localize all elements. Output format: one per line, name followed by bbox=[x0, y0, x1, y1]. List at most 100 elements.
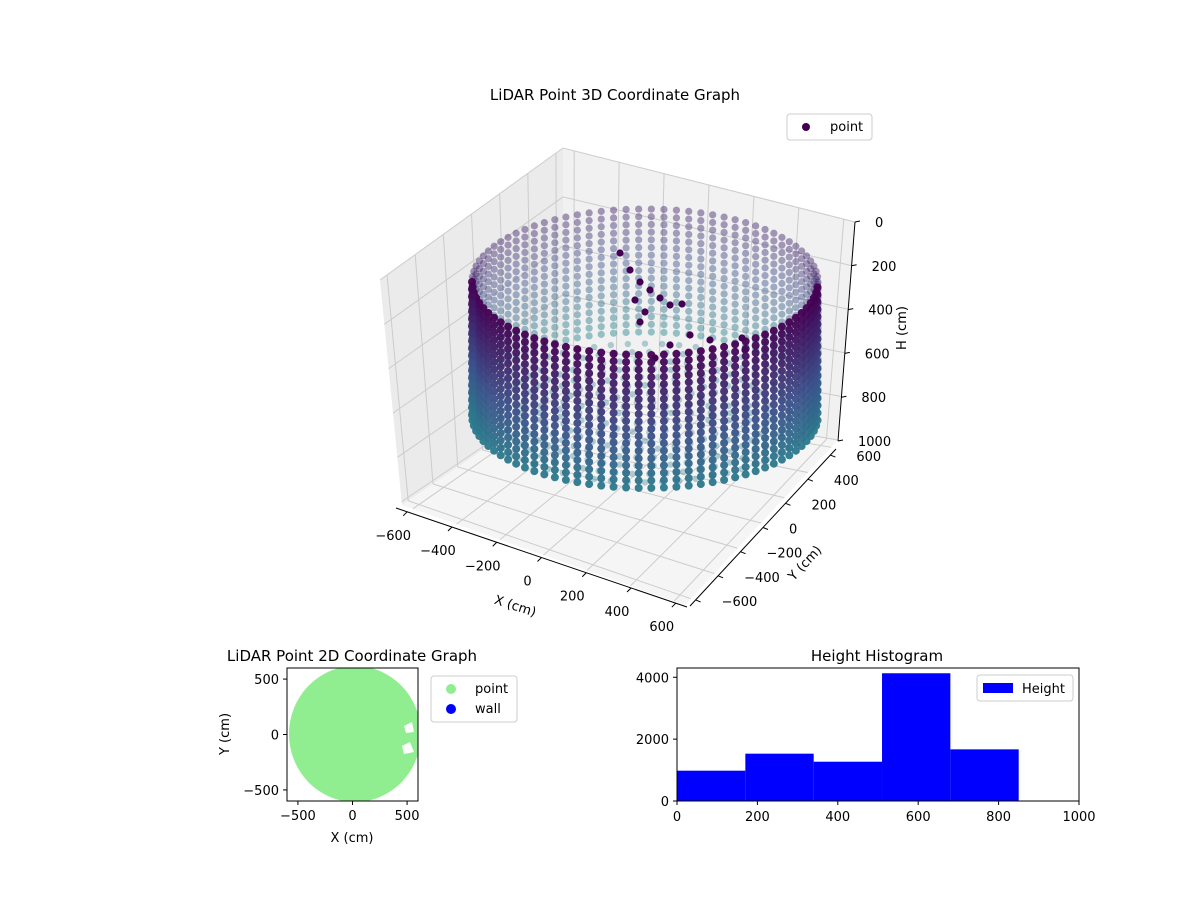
point-3d-front bbox=[731, 436, 740, 445]
point-3d-back bbox=[672, 306, 681, 314]
point-3d-front bbox=[530, 422, 539, 431]
point-3d-back bbox=[660, 244, 668, 252]
point-3d-front bbox=[504, 433, 513, 442]
point-3d-front bbox=[540, 433, 549, 442]
point-3d-front bbox=[769, 334, 778, 343]
point-3d-object bbox=[666, 301, 674, 309]
point-3d-back bbox=[597, 323, 605, 331]
point-3d-front bbox=[634, 365, 643, 374]
point-3d-front bbox=[741, 374, 750, 383]
point-3d-back bbox=[622, 313, 630, 321]
point-3d-front bbox=[609, 431, 618, 440]
point-3d-back bbox=[672, 221, 681, 230]
point-3d-front bbox=[512, 407, 521, 416]
point-3d-front bbox=[468, 388, 476, 397]
point-3d-back bbox=[490, 273, 498, 281]
point-3d-back bbox=[573, 318, 581, 327]
point-3d-front bbox=[597, 481, 606, 490]
point-3d-front bbox=[622, 461, 631, 470]
point-3d-back bbox=[660, 282, 668, 290]
point-3d-front bbox=[659, 424, 668, 433]
tick-y-3d bbox=[762, 527, 769, 530]
point-3d-back bbox=[778, 264, 786, 272]
point-3d-back bbox=[792, 242, 800, 250]
point-3d-front bbox=[597, 437, 606, 446]
point-3d-front bbox=[540, 418, 549, 427]
point-3d-front bbox=[751, 393, 760, 402]
point-3d-front bbox=[708, 404, 717, 413]
point-3d-front bbox=[561, 424, 570, 433]
point-3d-front bbox=[647, 417, 656, 426]
point-3d-back bbox=[813, 273, 822, 281]
tick-y-3d bbox=[807, 478, 814, 482]
point-3d-front bbox=[540, 352, 549, 361]
point-3d-front bbox=[696, 376, 705, 385]
point-3d-front bbox=[741, 455, 750, 464]
legend-histogram[interactable]: Height bbox=[976, 674, 1074, 702]
grid-x-wall bbox=[573, 150, 575, 397]
point-3d-back bbox=[752, 260, 760, 268]
point-3d-front bbox=[769, 356, 778, 365]
point-3d-front bbox=[751, 452, 760, 461]
point-3d-back bbox=[770, 298, 778, 307]
point-3d-front bbox=[791, 380, 800, 389]
point-3d-back bbox=[551, 308, 559, 316]
point-3d-back bbox=[585, 209, 593, 217]
point-3d-back bbox=[597, 253, 605, 262]
point-3d-floor bbox=[607, 341, 615, 349]
grid-y-floor bbox=[408, 500, 692, 600]
point-3d-front bbox=[761, 352, 770, 361]
point-3d-front bbox=[597, 444, 606, 453]
point-3d-front bbox=[609, 349, 618, 358]
legend-3d[interactable]: point bbox=[786, 113, 873, 141]
point-3d-front bbox=[720, 372, 729, 381]
point-3d-back bbox=[685, 292, 693, 300]
ticks-histogram: 0 200 400 600 800 1000 0 2000 4000 bbox=[636, 671, 1096, 825]
point-3d-front bbox=[684, 378, 693, 387]
point-3d-front bbox=[751, 334, 760, 343]
point-3d-front bbox=[647, 483, 656, 492]
point-3d-back bbox=[540, 219, 548, 227]
point-3d-front bbox=[540, 381, 549, 390]
point-3d-back bbox=[778, 279, 786, 288]
point-3d-back bbox=[709, 318, 717, 327]
point-3d-front bbox=[720, 342, 729, 351]
point-3d-front bbox=[504, 359, 513, 368]
point-3d-back bbox=[792, 273, 800, 281]
point-3d-back bbox=[512, 298, 520, 307]
point-3d-back bbox=[761, 310, 769, 318]
point-3d-floor bbox=[629, 428, 636, 435]
point-3d-front bbox=[777, 322, 786, 331]
grid-x-wall bbox=[825, 219, 845, 440]
point-3d-back bbox=[521, 225, 529, 234]
point-3d-front bbox=[504, 337, 513, 346]
point-3d-back bbox=[635, 243, 643, 252]
point-3d-front bbox=[647, 350, 656, 359]
point-3d-back bbox=[742, 295, 750, 304]
point-3d-front bbox=[609, 475, 618, 484]
point-3d-back bbox=[647, 313, 655, 321]
grid-z bbox=[384, 196, 852, 325]
point-3d-front bbox=[585, 347, 594, 356]
point-3d-back bbox=[752, 222, 760, 230]
point-3d-front bbox=[609, 445, 618, 454]
point-3d-front bbox=[769, 348, 778, 357]
point-3d-front bbox=[684, 452, 693, 461]
tick-label-x-2d: 500 bbox=[395, 809, 420, 824]
histogram-bar bbox=[677, 770, 746, 801]
point-3d-front bbox=[696, 420, 705, 429]
point-3d-back bbox=[647, 251, 655, 259]
point-3d-front bbox=[769, 341, 778, 350]
point-3d-front bbox=[468, 374, 476, 383]
legend-2d[interactable]: point wall bbox=[430, 675, 518, 723]
point-3d-back bbox=[504, 249, 512, 257]
point-3d-back bbox=[562, 305, 570, 313]
point-3d-back bbox=[798, 285, 806, 294]
tick-y-3d bbox=[740, 551, 746, 555]
point-3d-front bbox=[741, 389, 750, 398]
point-3d-front bbox=[672, 371, 681, 380]
point-3d-object bbox=[636, 318, 644, 326]
point-3d-front bbox=[540, 455, 549, 464]
point-3d-front bbox=[720, 416, 729, 425]
gap-right-1 bbox=[404, 722, 414, 733]
